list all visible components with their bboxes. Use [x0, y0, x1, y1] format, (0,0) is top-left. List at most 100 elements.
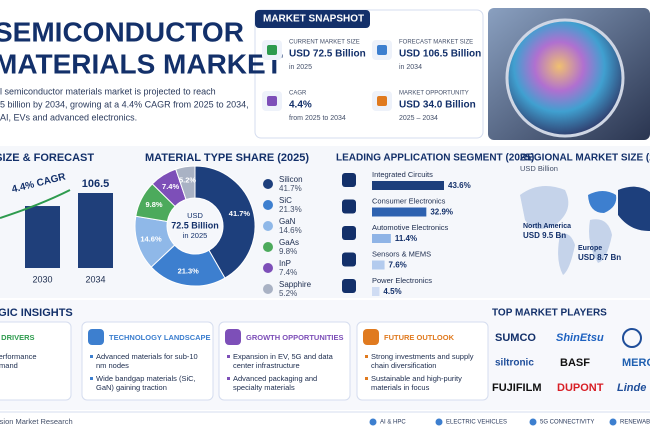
snapshot-icon-mark: [377, 45, 387, 55]
data-label: 43.6%: [448, 181, 471, 190]
hbar: [372, 260, 385, 270]
data-label: 4.5%: [383, 287, 401, 296]
legend-icon: [263, 242, 273, 252]
slice-label: 41.7%: [229, 209, 251, 218]
tag-icon: [435, 418, 443, 426]
segment-icon: [342, 226, 356, 240]
snapshot-value: USD 34.0 Billion: [399, 100, 476, 111]
legend-icon: [263, 200, 273, 210]
legend-label: GaAs: [279, 238, 299, 247]
snapshot-icon-mark: [267, 96, 277, 106]
footer-tag: ELECTRIC VEHICLES: [446, 420, 507, 426]
logo-mark: [622, 328, 642, 348]
legend-icon: [263, 179, 273, 189]
player-logo: SUMCO: [495, 332, 536, 344]
insight-bullet: Advanced packaging and specialty materia…: [233, 374, 318, 392]
description: 5 billion by 2034, growing at a 4.4% CAG…: [0, 99, 249, 109]
slice-label: 21.3%: [178, 266, 200, 275]
bullet-mark: [227, 377, 230, 380]
insight-bullet: AI and high-performance computing demand: [0, 352, 37, 370]
insight-icon: [225, 329, 241, 345]
bar-label: Sensors & MEMS: [372, 249, 431, 258]
slice-label: 7.4%: [162, 182, 179, 191]
region-name: North America: [523, 223, 571, 230]
snapshot-label: CAGR: [289, 91, 307, 97]
chart-title: MARKET SIZE & FORECAST: [0, 152, 94, 164]
player-logo: Linde: [617, 382, 646, 394]
slice-label: 14.6%: [140, 234, 162, 243]
title: MATERIALS MARKET: [0, 48, 283, 79]
data-label: 32.9%: [430, 208, 453, 217]
tag-icon: [609, 418, 617, 426]
tag-icon: [369, 418, 377, 426]
snapshot-note: from 2025 to 2034: [289, 115, 346, 122]
hbar: [372, 287, 380, 296]
insight-bullet: EV adoption: [0, 374, 66, 383]
legend-label: GaN: [279, 217, 296, 226]
x-tick-label: 2034: [85, 274, 105, 284]
hbar: [372, 207, 427, 217]
segment-icon: [342, 199, 356, 214]
chart-title: MATERIAL TYPE SHARE (2025): [145, 152, 309, 164]
player-logo: MERCK: [622, 357, 650, 369]
snapshot-icon-mark: [377, 96, 387, 106]
snapshot-icon-mark: [267, 45, 277, 55]
slice-label: 9.8%: [145, 200, 162, 209]
region-name: Europe: [578, 245, 602, 252]
donut-slice: [194, 165, 256, 279]
legend-icon: [263, 263, 273, 273]
player-logo: BASF: [560, 357, 590, 369]
segment-icon: [342, 279, 356, 293]
section-title: TOP MARKET PLAYERS: [492, 308, 607, 319]
hbar: [372, 234, 391, 243]
insight-title: GROWTH OPPORTUNITIES: [246, 333, 344, 342]
snapshot-value: 4.4%: [289, 100, 312, 111]
segment-icon: [342, 252, 356, 267]
snapshot-label: MARKET OPPORTUNITY: [399, 91, 469, 97]
legend-value: 9.8%: [279, 247, 297, 256]
insight-title: MARKET DRIVERS: [0, 333, 35, 342]
slice-label: 5.2%: [179, 176, 196, 185]
map-af: [589, 219, 612, 263]
donut-center: 72.5 Billion: [171, 220, 219, 230]
insight-icon: [88, 329, 104, 345]
legend-label: InP: [279, 259, 291, 268]
tag-icon: [529, 418, 537, 426]
snapshot-label: CURRENT MARKET SIZE: [289, 40, 360, 46]
footer-tag: 5G CONNECTIVITY: [540, 420, 594, 426]
donut-center: in 2025: [183, 231, 208, 240]
section-title: STRATEGIC INSIGHTS: [0, 307, 73, 319]
bullet-mark: [365, 377, 368, 380]
insight-bullet: Strong investments and supply chain dive…: [371, 352, 474, 370]
legend-value: 21.3%: [279, 205, 302, 214]
bullet-mark: [90, 355, 93, 358]
snapshot-note: 2025 – 2034: [399, 115, 438, 122]
insight-bullet: Sustainable and high-purity materials in…: [371, 374, 462, 392]
bar-label: Power Electronics: [372, 276, 432, 285]
donut-slice: [175, 165, 196, 201]
snapshot-note: in 2034: [399, 64, 422, 71]
footer-tag: AI & HPC: [380, 420, 406, 426]
bar-label: Integrated Circuits: [372, 170, 433, 179]
insight-icon: [363, 329, 379, 345]
legend-value: 41.7%: [279, 184, 302, 193]
segment-icon: [342, 173, 356, 187]
data-label: 7.6%: [389, 261, 407, 270]
legend-value: 5.2%: [279, 289, 297, 298]
insight-card: [218, 321, 351, 401]
bullet-mark: [365, 355, 368, 358]
title: SEMICONDUCTOR: [0, 16, 244, 47]
bar-label: Automotive Electronics: [372, 223, 449, 232]
insight-bullet: Advanced materials for sub-10 nm nodes: [96, 352, 198, 370]
legend-label: SiC: [279, 196, 292, 205]
bullet-mark: [90, 377, 93, 380]
player-logo: siltronic: [495, 358, 534, 369]
cagr-arrow: [0, 189, 71, 219]
snapshot-value: USD 72.5 Billion: [289, 49, 366, 60]
data-label: 106.5: [82, 178, 110, 190]
donut-center: USD: [187, 211, 203, 220]
player-logo: FUJIFILM: [492, 382, 542, 394]
footer-tag: RENEWABLE ENERGY: [620, 420, 650, 426]
